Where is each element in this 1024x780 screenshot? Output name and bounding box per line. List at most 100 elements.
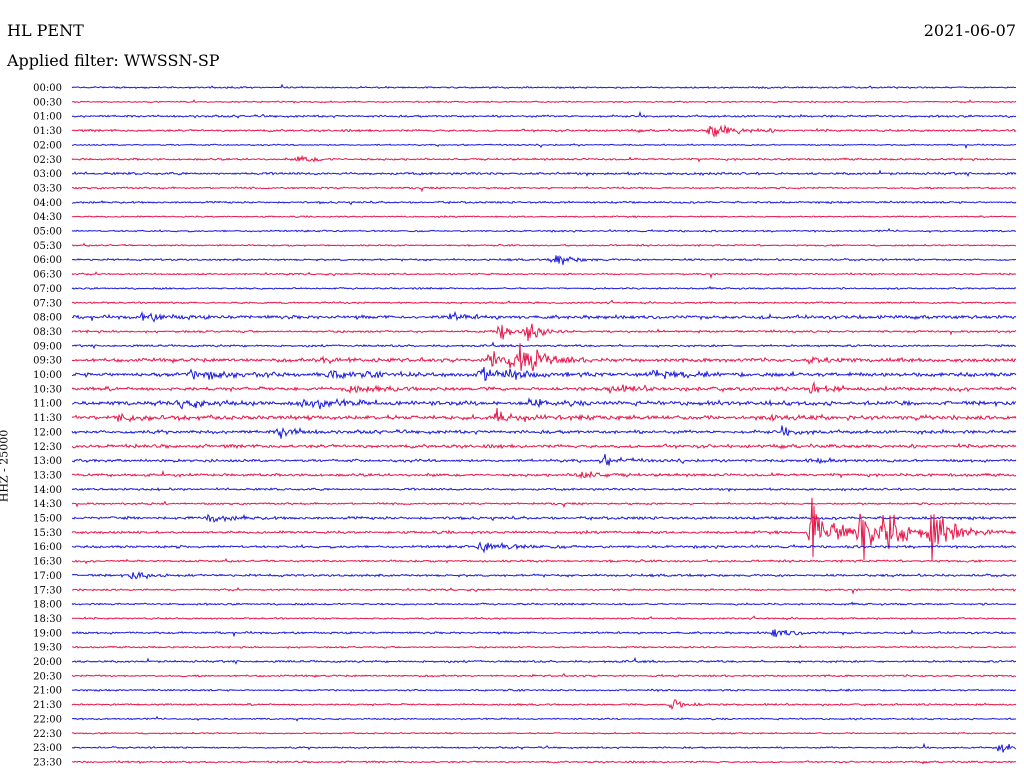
row-time-label: 07:30 — [33, 298, 62, 309]
row-time-label: 18:00 — [33, 600, 62, 611]
date-label: 2021-06-07 — [923, 21, 1016, 40]
row-time-label: 15:30 — [33, 528, 62, 539]
row-time-label: 08:00 — [33, 313, 62, 324]
trace-line-0100 — [71, 110, 1017, 119]
row-time-label: 04:30 — [33, 212, 62, 223]
trace-line-1000 — [71, 367, 1017, 381]
trace-line-0400 — [71, 200, 1017, 206]
trace-line-1830 — [71, 615, 1017, 621]
trace-line-2330 — [71, 759, 1017, 765]
trace-line-2130 — [71, 699, 1017, 711]
trace-line-0800 — [71, 310, 1017, 323]
trace-line-1700 — [71, 570, 1017, 580]
row-time-label: 16:30 — [33, 557, 62, 568]
row-time-label: 17:00 — [33, 571, 62, 582]
row-time-label: 03:30 — [33, 183, 62, 194]
trace-line-0300 — [71, 169, 1017, 178]
row-time-label: 06:30 — [33, 270, 62, 281]
trace-line-1130 — [71, 408, 1017, 423]
row-time-label: 07:00 — [33, 284, 62, 295]
trace-line-1600 — [71, 541, 1017, 554]
row-time-label: 20:00 — [33, 657, 62, 668]
trace-line-1200 — [71, 425, 1017, 439]
row-time-label: 22:30 — [33, 729, 62, 740]
trace-line-1230 — [71, 442, 1017, 450]
row-time-label: 05:00 — [33, 227, 62, 238]
row-time-label: 19:00 — [33, 628, 62, 639]
trace-line-1300 — [72, 453, 1017, 466]
trace-line-2200 — [72, 715, 1017, 722]
row-time-label: 22:00 — [33, 714, 62, 725]
station-title: HL PENT — [7, 21, 84, 40]
trace-line-1500 — [71, 513, 1017, 523]
row-time-label: 13:00 — [33, 456, 62, 467]
row-time-label: 20:30 — [33, 671, 62, 682]
trace-line-0200 — [72, 143, 1017, 150]
row-time-label: 13:30 — [33, 470, 62, 481]
row-time-label: 02:00 — [33, 140, 62, 151]
trace-line-1330 — [71, 469, 1017, 480]
trace-line-0230 — [71, 154, 1017, 163]
trace-line-0730 — [71, 299, 1017, 305]
row-time-label: 00:00 — [33, 83, 62, 94]
trace-line-1100 — [71, 396, 1017, 410]
row-time-label: 10:00 — [33, 370, 62, 381]
row-time-label: 09:00 — [33, 341, 62, 352]
trace-line-0600 — [71, 255, 1017, 265]
trace-line-2300 — [71, 742, 1017, 753]
trace-line-1030 — [71, 380, 1017, 395]
trace-line-0330 — [71, 186, 1016, 193]
row-time-label: 06:00 — [33, 255, 62, 266]
row-time-label: 18:30 — [33, 614, 62, 625]
trace-line-0630 — [71, 271, 1017, 280]
trace-line-0700 — [71, 285, 1017, 291]
trace-line-1730 — [72, 587, 1017, 595]
trace-line-2230 — [71, 731, 1017, 735]
trace-line-1630 — [71, 558, 1017, 565]
trace-line-0500 — [71, 227, 1017, 234]
trace-line-0030 — [71, 99, 1017, 104]
trace-line-0930 — [71, 343, 1017, 372]
row-time-label: 01:00 — [33, 112, 62, 123]
row-time-label: 14:30 — [33, 499, 62, 510]
row-time-label: 09:30 — [33, 356, 62, 367]
row-time-label: 02:30 — [33, 155, 62, 166]
row-time-label: 15:00 — [33, 514, 62, 525]
row-time-label: 21:00 — [33, 686, 62, 697]
trace-line-0830 — [71, 323, 1017, 342]
row-time-label: 00:30 — [33, 97, 62, 108]
trace-line-2100 — [71, 688, 1016, 693]
trace-line-0130 — [71, 124, 1017, 138]
row-time-label: 04:00 — [33, 198, 62, 209]
trace-line-2030 — [71, 672, 1016, 679]
trace-line-0430 — [71, 215, 1017, 219]
trace-line-1400 — [71, 486, 1017, 493]
row-time-label: 12:30 — [33, 442, 62, 453]
row-time-label: 19:30 — [33, 643, 62, 654]
row-time-label: 01:30 — [33, 126, 62, 137]
trace-line-1930 — [72, 644, 1017, 649]
row-time-label: 11:30 — [33, 413, 62, 424]
row-time-label: 05:30 — [33, 241, 62, 252]
row-time-label: 08:30 — [33, 327, 62, 338]
trace-line-2000 — [72, 656, 1017, 665]
row-time-label: 11:00 — [33, 399, 62, 410]
trace-line-1430 — [71, 500, 1017, 509]
trace-line-0900 — [71, 341, 1016, 350]
row-time-label: 21:30 — [33, 700, 62, 711]
row-time-label: 14:00 — [33, 485, 62, 496]
row-time-label: 16:00 — [33, 542, 62, 553]
row-time-label: 03:00 — [33, 169, 62, 180]
trace-line-1530 — [71, 497, 1017, 561]
trace-line-0530 — [71, 242, 1017, 248]
row-time-label: 17:30 — [33, 585, 62, 596]
trace-line-0000 — [71, 83, 1017, 90]
row-time-label: 23:30 — [33, 757, 62, 768]
trace-line-1800 — [71, 601, 1017, 606]
row-time-label: 10:30 — [33, 384, 62, 395]
trace-line-1900 — [71, 629, 1017, 638]
row-time-label: 12:00 — [33, 427, 62, 438]
row-time-label: 23:00 — [33, 743, 62, 754]
filter-label: Applied filter: WWSSN-SP — [7, 51, 220, 70]
